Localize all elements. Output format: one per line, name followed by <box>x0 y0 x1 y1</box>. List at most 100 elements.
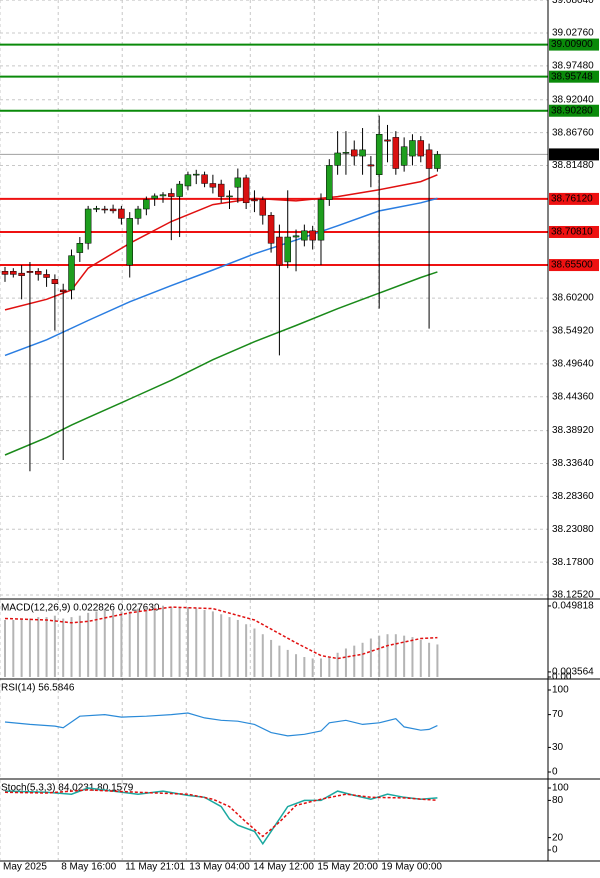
macd-bar <box>428 642 431 678</box>
candle-body <box>342 152 350 154</box>
y-tick-label: 38.92040 <box>552 94 594 105</box>
y-tick-label: 100 <box>552 783 569 794</box>
candle-body <box>350 149 358 157</box>
macd-bar <box>245 624 248 678</box>
candle-body <box>309 230 316 241</box>
macd-bar <box>103 609 106 678</box>
y-tick-label: 0 <box>552 845 558 856</box>
y-tick-label: 38.23080 <box>552 524 594 535</box>
y-tick-label: 38.38920 <box>552 425 594 436</box>
candle-body <box>384 139 391 142</box>
candle-body <box>43 274 50 278</box>
y-tick-label: 38.60200 <box>552 293 594 304</box>
candle-body <box>301 230 308 241</box>
macd-bar <box>378 635 381 678</box>
y-tick-label: 30 <box>552 742 564 753</box>
candle-body <box>425 149 433 169</box>
panel-title: RSI(14) 56.5846 <box>1 683 75 694</box>
x-tick-label: 11 May 21:01 <box>125 862 185 873</box>
candle-body <box>26 271 34 273</box>
macd-bar <box>419 639 422 678</box>
last-price-box <box>549 148 599 161</box>
macd-bar <box>411 637 414 678</box>
macd-bar <box>87 612 90 678</box>
level-label: 38.76120 <box>551 194 593 205</box>
level-label-box <box>549 225 599 238</box>
macd-bar <box>303 657 306 678</box>
candle-body <box>242 177 250 204</box>
y-tick-label: 38.17800 <box>552 557 594 568</box>
macd-bar <box>78 615 81 678</box>
y-tick-label: 0 <box>552 767 558 778</box>
candle-body <box>326 165 333 200</box>
candle-body <box>192 173 200 176</box>
candle-body <box>1 271 9 275</box>
candle-body <box>284 236 291 263</box>
macd-bar <box>62 618 65 678</box>
level-label: 39.00900 <box>551 39 593 50</box>
macd-bar <box>178 607 181 678</box>
macd-signal <box>4 606 438 660</box>
macd-bar <box>386 634 389 678</box>
macd-bar <box>344 648 347 678</box>
candle-body <box>317 199 325 241</box>
candle-body <box>209 183 217 188</box>
level-label: 38.90280 <box>551 105 593 116</box>
candle-body <box>334 152 341 166</box>
rsi-line <box>4 712 438 737</box>
level-label-box <box>549 259 599 272</box>
macd-bar <box>95 611 98 678</box>
macd-bar <box>120 611 123 678</box>
macd-bar <box>112 609 115 678</box>
candle-body <box>184 174 192 187</box>
macd-bar <box>361 642 364 678</box>
candle-body <box>375 134 383 176</box>
macd-bar <box>403 635 406 678</box>
y-tick-label: 0.003564 <box>552 667 594 678</box>
macd-bar <box>186 607 189 678</box>
x-tick-label: 8 May 16:00 <box>61 862 116 873</box>
level-label-box <box>549 38 599 51</box>
y-tick-label: 38.97480 <box>552 61 594 72</box>
macd-bar <box>170 607 173 678</box>
level-label-box <box>549 70 599 83</box>
level-label-box <box>549 104 599 117</box>
macd-bar <box>128 611 131 678</box>
macd-bar <box>261 634 264 678</box>
macd-bar <box>270 639 273 678</box>
y-tick-label: 38.81480 <box>552 160 594 171</box>
candle-body <box>159 194 167 197</box>
x-tick-label: May 2025 <box>3 862 47 873</box>
candle-body <box>76 243 84 253</box>
macd-bar <box>53 615 56 678</box>
stoch-line <box>4 789 438 838</box>
y-tick-label: 100 <box>552 685 569 696</box>
level-label: 38.95748 <box>551 71 593 82</box>
y-tick-label: 0.00 <box>552 672 572 683</box>
y-tick-label: 39.08040 <box>552 0 594 6</box>
panel-title: MACD(12,26,9) 0.022826 0.027630 <box>1 603 160 614</box>
candle-body <box>234 177 242 188</box>
macd-bar <box>20 618 23 678</box>
y-tick-label: 38.28360 <box>552 491 594 502</box>
candle-body <box>176 183 183 197</box>
stoch-line <box>4 787 438 846</box>
candle-body <box>409 140 416 157</box>
candle-body <box>35 271 42 275</box>
candle-body <box>201 174 208 184</box>
y-tick-label: 38.44360 <box>552 391 594 402</box>
y-tick-label: 20 <box>552 832 564 843</box>
candle-body <box>126 218 133 266</box>
level-label: 38.65500 <box>551 260 593 271</box>
macd-bar <box>236 619 239 678</box>
level-label-box <box>549 192 599 205</box>
candle-body <box>109 208 117 212</box>
macd-bar <box>319 658 322 678</box>
macd-bar <box>137 608 140 678</box>
moving-average <box>4 197 438 357</box>
macd-bar <box>311 658 314 678</box>
macd-bar <box>286 649 289 678</box>
macd-bar <box>70 617 73 678</box>
